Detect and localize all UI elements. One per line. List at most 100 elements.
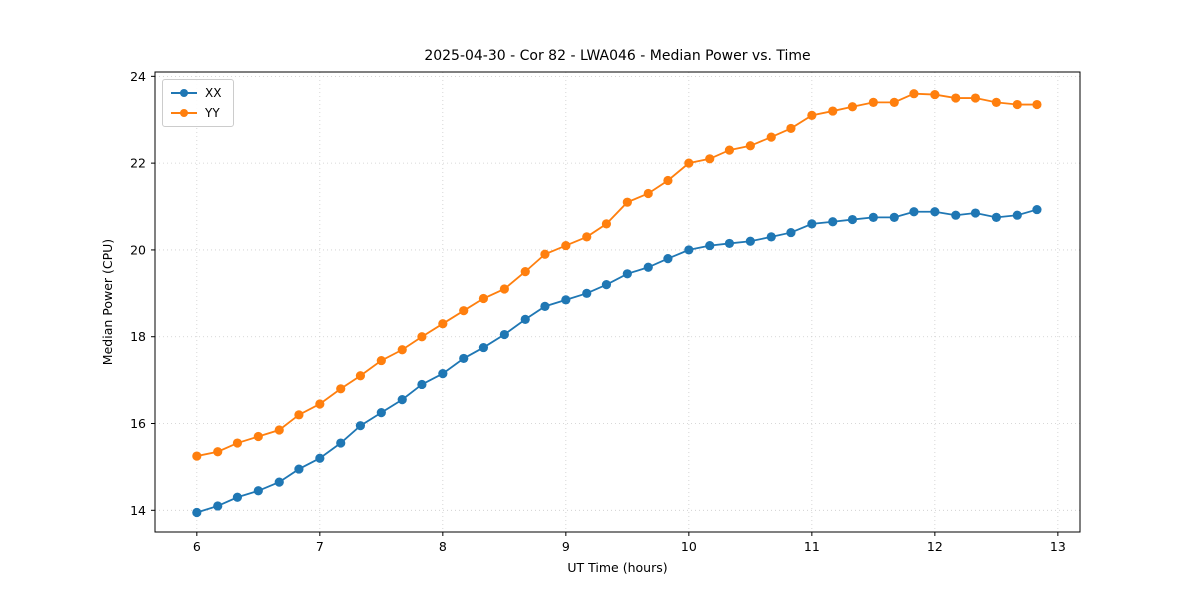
legend-swatch-xx — [171, 89, 197, 97]
data-point-yy — [601, 219, 612, 229]
data-point-yy — [828, 106, 838, 116]
data-point-xx — [724, 238, 735, 249]
data-point-xx — [868, 212, 878, 222]
data-point-yy — [868, 97, 878, 107]
data-point-yy — [417, 332, 427, 342]
x-tick-label: 12 — [927, 539, 943, 554]
data-point-yy — [336, 384, 346, 394]
data-point-xx — [478, 342, 489, 353]
data-point-xx — [336, 438, 346, 448]
legend-label-yy: YY — [205, 106, 220, 120]
y-tick-label: 14 — [130, 503, 146, 518]
data-point-yy — [459, 306, 469, 316]
data-point-xx — [376, 408, 386, 418]
y-tick-label: 20 — [130, 242, 146, 257]
data-point-xx — [274, 477, 284, 487]
data-point-xx — [889, 212, 899, 222]
data-point-yy — [786, 123, 796, 134]
y-axis-label: Median Power (CPU) — [100, 238, 115, 366]
x-tick-label: 8 — [439, 539, 447, 554]
data-point-xx — [520, 314, 530, 324]
data-point-yy — [951, 93, 961, 103]
data-point-xx — [192, 507, 202, 518]
data-point-yy — [1032, 99, 1042, 110]
legend-item-xx: XX — [171, 86, 221, 100]
data-point-yy — [724, 145, 735, 155]
data-point-yy — [274, 425, 284, 435]
data-point-xx — [438, 369, 448, 379]
data-point-yy — [499, 284, 509, 294]
data-point-xx — [1032, 204, 1042, 215]
data-point-yy — [930, 89, 940, 100]
marker-icon — [180, 109, 188, 117]
data-point-yy — [1012, 99, 1022, 110]
data-point-xx — [417, 379, 427, 390]
data-point-xx — [766, 232, 776, 242]
data-point-xx — [253, 486, 263, 496]
data-point-yy — [253, 431, 263, 442]
data-point-xx — [786, 227, 796, 238]
data-point-xx — [807, 219, 817, 229]
data-point-yy — [213, 447, 223, 457]
data-point-yy — [807, 110, 817, 120]
data-point-xx — [745, 236, 755, 246]
data-point-yy — [478, 293, 489, 304]
data-point-yy — [705, 154, 715, 164]
chart-title: 2025-04-30 - Cor 82 - LWA046 - Median Po… — [424, 48, 811, 64]
axes-frame — [154, 71, 1081, 533]
y-tick-label: 22 — [130, 156, 146, 171]
data-point-xx — [315, 453, 325, 463]
data-point-xx — [601, 280, 612, 290]
x-tick-label: 13 — [1050, 539, 1066, 554]
data-point-xx — [643, 262, 653, 272]
data-point-xx — [355, 421, 366, 431]
data-point-yy — [582, 232, 592, 242]
legend-swatch-yy — [171, 109, 197, 117]
data-point-xx — [951, 210, 961, 220]
data-point-yy — [355, 371, 366, 381]
data-point-xx — [582, 288, 592, 298]
x-tick-label: 6 — [193, 539, 201, 554]
x-tick-label: 11 — [804, 539, 820, 554]
marker-icon — [180, 89, 188, 97]
data-point-yy — [970, 93, 981, 103]
data-point-xx — [828, 217, 838, 227]
data-point-yy — [376, 355, 386, 366]
data-point-xx — [991, 212, 1001, 222]
data-point-xx — [847, 214, 858, 225]
data-point-xx — [930, 207, 940, 217]
data-point-yy — [520, 267, 530, 277]
data-point-xx — [684, 245, 694, 255]
data-point-yy — [294, 410, 304, 420]
data-point-yy — [397, 345, 407, 355]
legend-item-yy: YY — [171, 106, 221, 120]
y-tick-label: 24 — [130, 69, 146, 84]
data-point-yy — [847, 102, 858, 112]
data-point-yy — [684, 158, 694, 168]
data-point-xx — [970, 208, 981, 218]
x-tick-label: 9 — [562, 539, 570, 554]
data-point-xx — [232, 492, 243, 502]
data-point-xx — [540, 301, 550, 311]
data-point-yy — [622, 197, 632, 207]
data-point-xx — [499, 329, 509, 340]
data-point-xx — [459, 353, 469, 364]
data-point-yy — [889, 97, 899, 107]
data-point-xx — [294, 464, 304, 474]
data-point-yy — [540, 249, 550, 259]
data-point-xx — [622, 269, 632, 279]
data-point-xx — [663, 254, 673, 264]
y-tick-label: 16 — [130, 416, 146, 431]
data-point-yy — [991, 97, 1001, 107]
data-point-xx — [909, 207, 919, 217]
data-point-yy — [909, 89, 919, 99]
data-point-yy — [232, 438, 243, 448]
x-tick-label: 10 — [681, 539, 697, 554]
y-tick-label: 18 — [130, 329, 146, 344]
legend: XX YY — [162, 79, 235, 127]
x-axis-label: UT Time (hours) — [567, 560, 668, 575]
legend-label-xx: XX — [205, 86, 222, 100]
data-point-yy — [663, 175, 673, 186]
